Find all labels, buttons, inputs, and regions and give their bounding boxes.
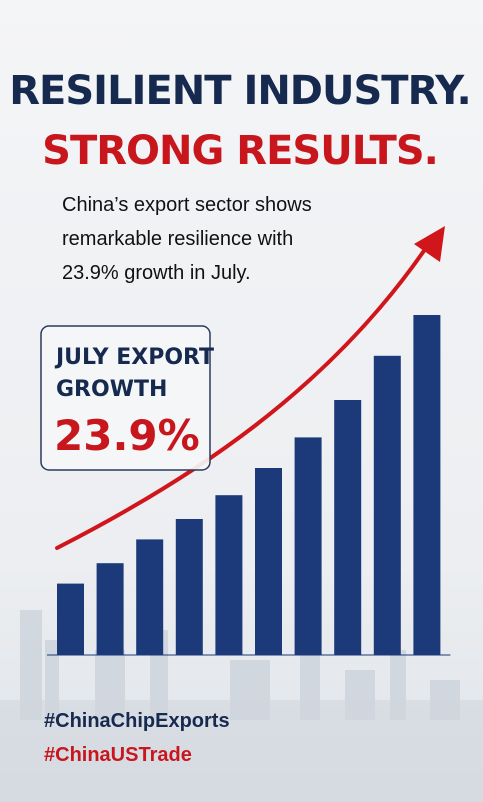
bar xyxy=(136,539,164,655)
hashtag: #ChinaChipExports xyxy=(44,710,230,732)
callout-value: 23.9% xyxy=(54,411,200,460)
bar xyxy=(255,468,282,655)
subtitle-line: China’s export sector shows xyxy=(62,194,312,216)
bar xyxy=(175,519,203,655)
skyline xyxy=(0,610,483,802)
headline-line1: RESILIENT INDUSTRY. xyxy=(9,68,471,114)
callout-label: JULY EXPORT xyxy=(54,345,214,370)
callout-box xyxy=(40,325,211,471)
bar xyxy=(215,495,243,655)
bar xyxy=(96,563,124,655)
bar xyxy=(294,437,322,655)
callout-label: GROWTH xyxy=(56,377,167,402)
bar-chart xyxy=(47,226,451,656)
trend-arrow-head xyxy=(414,226,445,262)
subtitle-line: remarkable resilience with xyxy=(62,228,293,250)
trend-arrow xyxy=(55,240,432,550)
bar xyxy=(57,583,84,655)
bar xyxy=(413,315,441,655)
headline-line2: STRONG RESULTS. xyxy=(42,128,438,174)
bar xyxy=(334,400,362,655)
hashtag: #ChinaUSTrade xyxy=(44,744,192,766)
subtitle-line: 23.9% growth in July. xyxy=(62,262,251,284)
bar xyxy=(373,355,401,655)
